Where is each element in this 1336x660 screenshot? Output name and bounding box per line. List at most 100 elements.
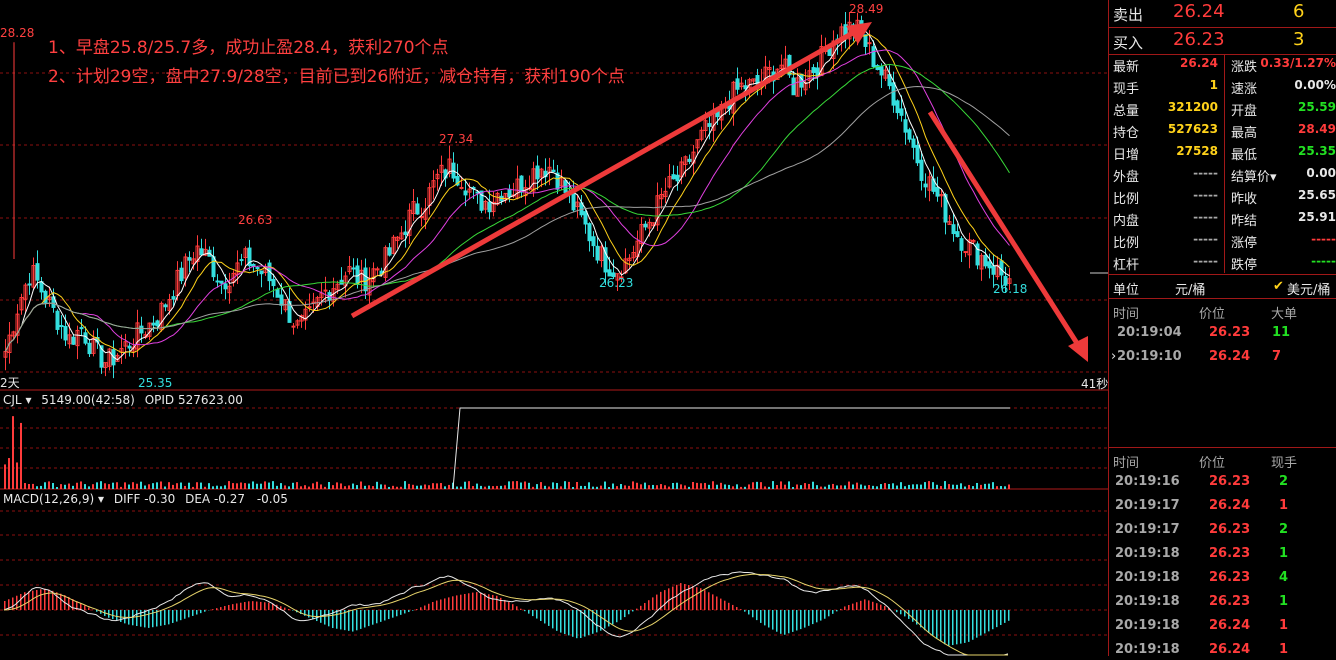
macd-bar xyxy=(536,610,538,619)
macd-bar xyxy=(668,588,670,610)
volume-bar xyxy=(68,484,70,489)
volume-bar xyxy=(876,486,878,489)
tick-time: 20:19:18 xyxy=(1115,642,1180,657)
volume-bar xyxy=(708,485,710,489)
volume-bar xyxy=(688,487,690,489)
volume-bar xyxy=(728,485,730,489)
volume-bar xyxy=(256,484,258,489)
volume-bar xyxy=(504,485,506,489)
sell-row[interactable]: 卖出 26.24 6 xyxy=(1109,0,1336,27)
macd-bar xyxy=(448,597,450,610)
candle-body xyxy=(72,337,75,344)
candlestick-chart[interactable] xyxy=(0,0,1108,656)
macd-bar xyxy=(148,610,150,628)
candle-body xyxy=(912,139,915,147)
macd-indicator-name[interactable]: MACD(12,26,9) xyxy=(3,492,94,506)
volume-bar xyxy=(360,482,362,489)
volume-bar xyxy=(952,485,954,489)
macd-bar xyxy=(608,610,610,626)
macd-indicator-header[interactable]: MACD(12,26,9) ▾ DIFF -0.30 DEA -0.27 -0.… xyxy=(3,492,288,506)
buy-row[interactable]: 买入 26.23 3 xyxy=(1109,28,1336,55)
tick-qty: 1 xyxy=(1279,618,1288,633)
macd-bar xyxy=(748,610,750,614)
candle-body xyxy=(40,282,43,292)
trough-label-2623: 26.23 xyxy=(599,276,633,290)
buy-price: 26.23 xyxy=(1173,29,1225,50)
volume-bar xyxy=(572,487,574,489)
macd-bar xyxy=(960,610,962,644)
candle-body xyxy=(892,83,895,105)
unit-option-cny[interactable]: 元/桶 xyxy=(1175,279,1205,298)
volume-bar xyxy=(796,484,798,489)
volume-bar xyxy=(968,485,970,489)
volume-bar xyxy=(84,484,86,489)
macd-bar xyxy=(216,608,218,610)
volume-bar xyxy=(932,482,934,489)
macd-bar xyxy=(116,610,118,621)
macd-bar xyxy=(780,610,782,634)
volume-bar xyxy=(396,487,398,489)
volume-bar xyxy=(128,485,130,489)
macd-bar xyxy=(12,597,14,610)
volume-bar xyxy=(844,485,846,489)
macd-bar xyxy=(924,610,926,630)
macd-bar xyxy=(544,610,546,623)
candle-body xyxy=(200,249,203,255)
volume-bar xyxy=(224,485,226,489)
volume-bar xyxy=(1008,484,1010,489)
unit-option-usd[interactable]: 美元/桶 xyxy=(1287,279,1330,298)
macd-bar xyxy=(188,610,190,617)
stat-label: 内盘 xyxy=(1113,210,1139,229)
macd-bar xyxy=(364,610,366,627)
macd-bar xyxy=(796,610,798,630)
volume-bar xyxy=(612,484,614,489)
volume-bar xyxy=(660,484,662,489)
candle-body xyxy=(28,284,31,285)
macd-bar xyxy=(512,604,514,610)
volume-indicator-name[interactable]: CJL xyxy=(3,393,22,407)
volume-bar xyxy=(208,483,210,489)
macd-bar xyxy=(580,610,582,638)
volume-bar xyxy=(820,487,822,489)
volume-indicator-header[interactable]: CJL ▾ 5149.00(42:58) OPID 527623.00 xyxy=(3,393,243,407)
macd-bar xyxy=(392,610,394,618)
stat-value: ----- xyxy=(1193,254,1218,268)
chevron-down-icon[interactable]: ▾ xyxy=(98,492,104,506)
volume-bar xyxy=(920,485,922,489)
macd-bar xyxy=(368,610,370,626)
macd-bar xyxy=(388,610,390,619)
volume-bar xyxy=(364,486,366,489)
volume-bar xyxy=(492,486,494,489)
macd-bar xyxy=(896,610,898,612)
tick-qty: 4 xyxy=(1279,570,1288,585)
candle-body xyxy=(164,305,167,307)
macd-bar xyxy=(1004,610,1006,623)
macd-bar xyxy=(308,610,310,618)
volume-bar xyxy=(44,482,46,489)
stat-label-right: 开盘 xyxy=(1231,100,1257,119)
volume-bar xyxy=(368,485,370,489)
chevron-down-icon[interactable]: ▾ xyxy=(25,393,31,407)
candle-body xyxy=(324,290,327,291)
volume-bar xyxy=(600,486,602,489)
chart-area[interactable]: 1、早盘25.8/25.7多，成功止盈28.4，获利270个点 2、计划29空，… xyxy=(0,0,1108,656)
stat-label: 现手 xyxy=(1113,78,1139,97)
order-time: 20:19:10 xyxy=(1117,349,1182,364)
volume-bar xyxy=(404,481,406,489)
stat-value-right: 25.91 xyxy=(1298,210,1336,224)
volume-bar xyxy=(960,483,962,489)
macd-bar xyxy=(740,609,742,610)
macd-bar xyxy=(788,610,790,633)
candle-body xyxy=(992,266,995,274)
check-icon[interactable]: ✔ xyxy=(1273,279,1284,294)
unit-row[interactable]: 单位 元/桶 ✔ 美元/桶 xyxy=(1109,276,1336,298)
macd-bar xyxy=(616,610,618,622)
candle-body xyxy=(276,289,279,297)
volume-bar xyxy=(16,462,18,489)
ma-line xyxy=(6,50,1010,352)
volume-bar xyxy=(36,486,38,489)
macd-bar xyxy=(880,605,882,610)
macd-bar xyxy=(528,610,530,614)
unit-label: 单位 xyxy=(1113,279,1139,298)
macd-bar xyxy=(840,609,842,610)
